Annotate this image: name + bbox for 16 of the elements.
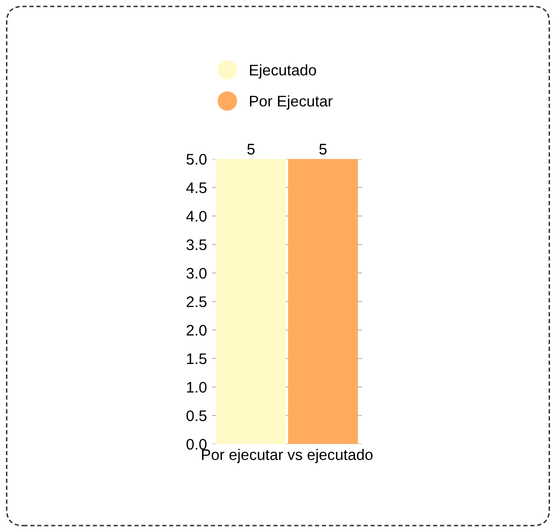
y-tick-label: 4.5 — [186, 182, 206, 194]
y-tick-label: 0.5 — [186, 410, 206, 422]
y-tick-label: 5.0 — [186, 154, 207, 165]
data-label: 5 — [247, 144, 255, 155]
y-tick-label: 2.5 — [186, 296, 206, 308]
x-tick-label: Por ejecutar vs ejecutado — [202, 448, 373, 464]
y-tick-label: 3.0 — [186, 268, 207, 279]
y-tick-label: 0.0 — [186, 438, 207, 450]
legend-label: Por Ejecutar — [250, 95, 333, 110]
y-tick-label: 1.0 — [187, 382, 207, 393]
legend-label: Ejecutado — [250, 64, 316, 79]
y-tick-label: 3.5 — [186, 239, 206, 250]
y-tick-label: 4.0 — [186, 210, 207, 222]
y-tick-label: 2.0 — [186, 324, 207, 336]
y-tick-label: 1.5 — [187, 354, 206, 364]
data-label: 5 — [319, 144, 327, 155]
